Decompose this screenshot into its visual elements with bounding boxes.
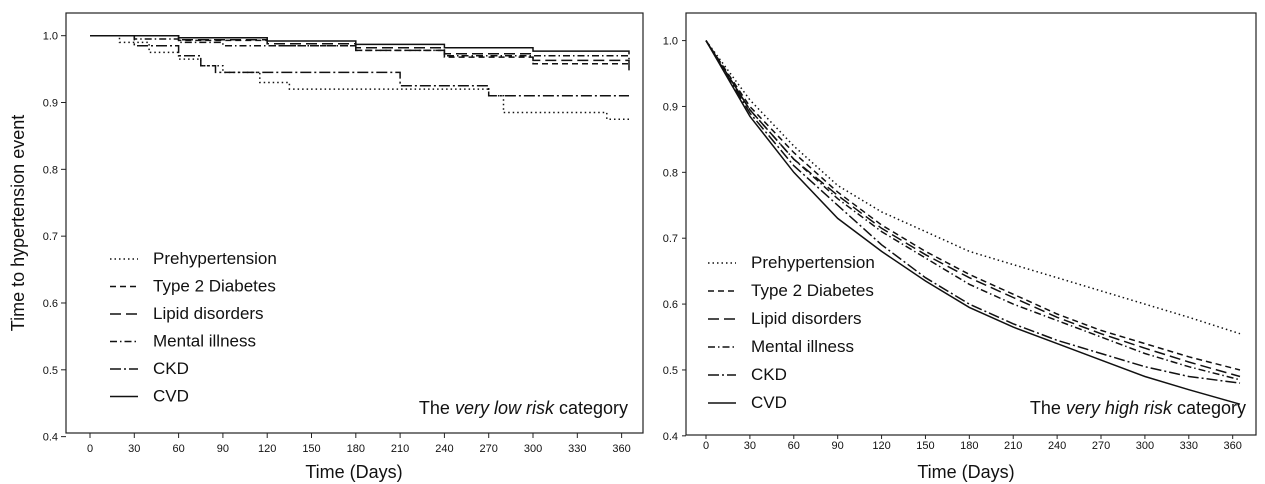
left-y-tick-label: 0.9	[43, 98, 58, 110]
right-chart-panel: 0 30 60 90 120 150 180 210 240 270 300 330 360 0.40.…	[663, 12, 1257, 482]
right-x-tick-label: 90	[832, 440, 844, 452]
right-x-tick-label: 180	[960, 440, 978, 452]
left-category-suffix: category	[554, 398, 628, 418]
right-x-tick-label: 210	[1004, 440, 1022, 452]
left-x-tick-label: 90	[217, 443, 229, 455]
right-x-axis: 0 30 60 90 120 150 180 210 240 270 300 330 360	[703, 435, 1242, 452]
left-legend: Prehypertension Type 2 Diabetes Lipid diso…	[110, 249, 277, 406]
right-y-tick-label: 0.9	[663, 101, 678, 113]
right-x-tick-label: 150	[916, 440, 934, 452]
left-legend-label-cvd: CVD	[153, 387, 189, 406]
left-y-tick-label: 0.6	[43, 298, 58, 310]
right-x-tick-label: 120	[872, 440, 890, 452]
left-chart-panel: 0 30 60 90 120 150 180 210 240 270 300 330 360 0.40.…	[8, 12, 644, 482]
right-series-line-prehypertension	[705, 40, 1241, 335]
right-x-tick-label: 330	[1180, 440, 1198, 452]
right-legend-label-type-2-diabetes: Type 2 Diabetes	[751, 281, 874, 300]
right-legend-label-mental-illness: Mental illness	[751, 337, 854, 356]
left-x-axis: 0 30 60 90 120 150 180 210 240 270 300 330 360	[87, 433, 631, 455]
left-series-line-cvd	[90, 34, 630, 55]
right-category-label: The very high risk category	[1030, 398, 1246, 418]
left-x-tick-label: 30	[128, 443, 140, 455]
left-series-line-type-2-diabetes	[90, 34, 630, 71]
left-y-tick-label: 0.5	[43, 365, 58, 377]
left-x-tick-label: 240	[435, 443, 453, 455]
left-legend-label-prehypertension: Prehypertension	[153, 249, 277, 268]
right-y-tick-label: 1.0	[663, 36, 678, 48]
left-series-layer	[90, 34, 630, 120]
right-x-tick-label: 30	[744, 440, 756, 452]
right-y-tick-label: 0.6	[663, 299, 678, 311]
left-category-label: The very low risk category	[419, 398, 628, 418]
left-x-tick-label: 270	[480, 443, 498, 455]
left-x-tick-label: 180	[347, 443, 365, 455]
right-y-tick-label: 0.4	[663, 431, 678, 443]
right-legend-label-prehypertension: Prehypertension	[751, 253, 875, 272]
right-x-tick-label: 60	[788, 440, 800, 452]
right-category-suffix: category	[1172, 398, 1246, 418]
left-x-tick-label: 0	[87, 443, 93, 455]
left-x-tick-label: 300	[524, 443, 542, 455]
left-x-tick-label: 210	[391, 443, 409, 455]
left-legend-label-lipid-disorders: Lipid disorders	[153, 304, 264, 323]
right-series-layer	[705, 40, 1241, 405]
left-x-tick-label: 60	[172, 443, 184, 455]
right-y-tick-label: 0.8	[663, 167, 678, 179]
right-series-line-mental-illness	[705, 40, 1241, 381]
left-y-tick-label: 0.8	[43, 164, 58, 176]
left-series-line-ckd	[90, 34, 629, 97]
left-y-tick-label: 1.0	[43, 31, 58, 43]
left-x-tick-label: 120	[258, 443, 276, 455]
left-x-tick-label: 360	[612, 443, 630, 455]
right-series-line-ckd	[705, 40, 1241, 384]
right-category-prefix: The	[1030, 398, 1066, 418]
right-x-tick-label: 300	[1136, 440, 1154, 452]
left-y-tick-label: 0.4	[43, 432, 58, 444]
left-plot-frame	[65, 12, 644, 434]
left-category-emphasis: very low risk	[455, 398, 555, 418]
right-x-tick-label: 360	[1224, 440, 1242, 452]
right-legend-label-lipid-disorders: Lipid disorders	[751, 309, 862, 328]
right-y-tick-label: 0.7	[663, 233, 678, 245]
right-x-tick-label: 240	[1048, 440, 1066, 452]
left-y-axis-title: Time to hypertension event	[8, 115, 28, 331]
right-series-line-type-2-diabetes	[705, 40, 1241, 371]
right-legend-label-ckd: CKD	[751, 365, 787, 384]
left-legend-label-mental-illness: Mental illness	[153, 332, 256, 351]
right-y-tick-label: 0.5	[663, 365, 678, 377]
left-legend-label-type-2-diabetes: Type 2 Diabetes	[153, 277, 276, 296]
left-category-prefix: The	[419, 398, 455, 418]
right-plot-frame	[685, 12, 1257, 436]
left-series-line-prehypertension	[90, 34, 629, 120]
right-x-tick-label: 0	[703, 440, 709, 452]
right-legend-label-cvd: CVD	[751, 393, 787, 412]
left-x-tick-label: 150	[302, 443, 320, 455]
left-x-tick-label: 330	[568, 443, 586, 455]
right-category-emphasis: very high risk	[1066, 398, 1173, 418]
right-series-line-cvd	[705, 40, 1241, 405]
right-legend: Prehypertension Type 2 Diabetes Lipid diso…	[708, 253, 875, 412]
right-x-axis-title: Time (Days)	[917, 462, 1014, 482]
right-x-tick-label: 270	[1092, 440, 1110, 452]
left-y-tick-label: 0.7	[43, 231, 58, 243]
left-x-axis-title: Time (Days)	[305, 462, 402, 482]
right-y-axis: 0.4 0.5 0.6 0.7 0.8 0.9 1.0	[663, 36, 686, 443]
left-y-axis: 0.4 0.5 0.6 0.7 0.8 0.9 1.0	[43, 31, 66, 444]
left-legend-label-ckd: CKD	[153, 359, 189, 378]
